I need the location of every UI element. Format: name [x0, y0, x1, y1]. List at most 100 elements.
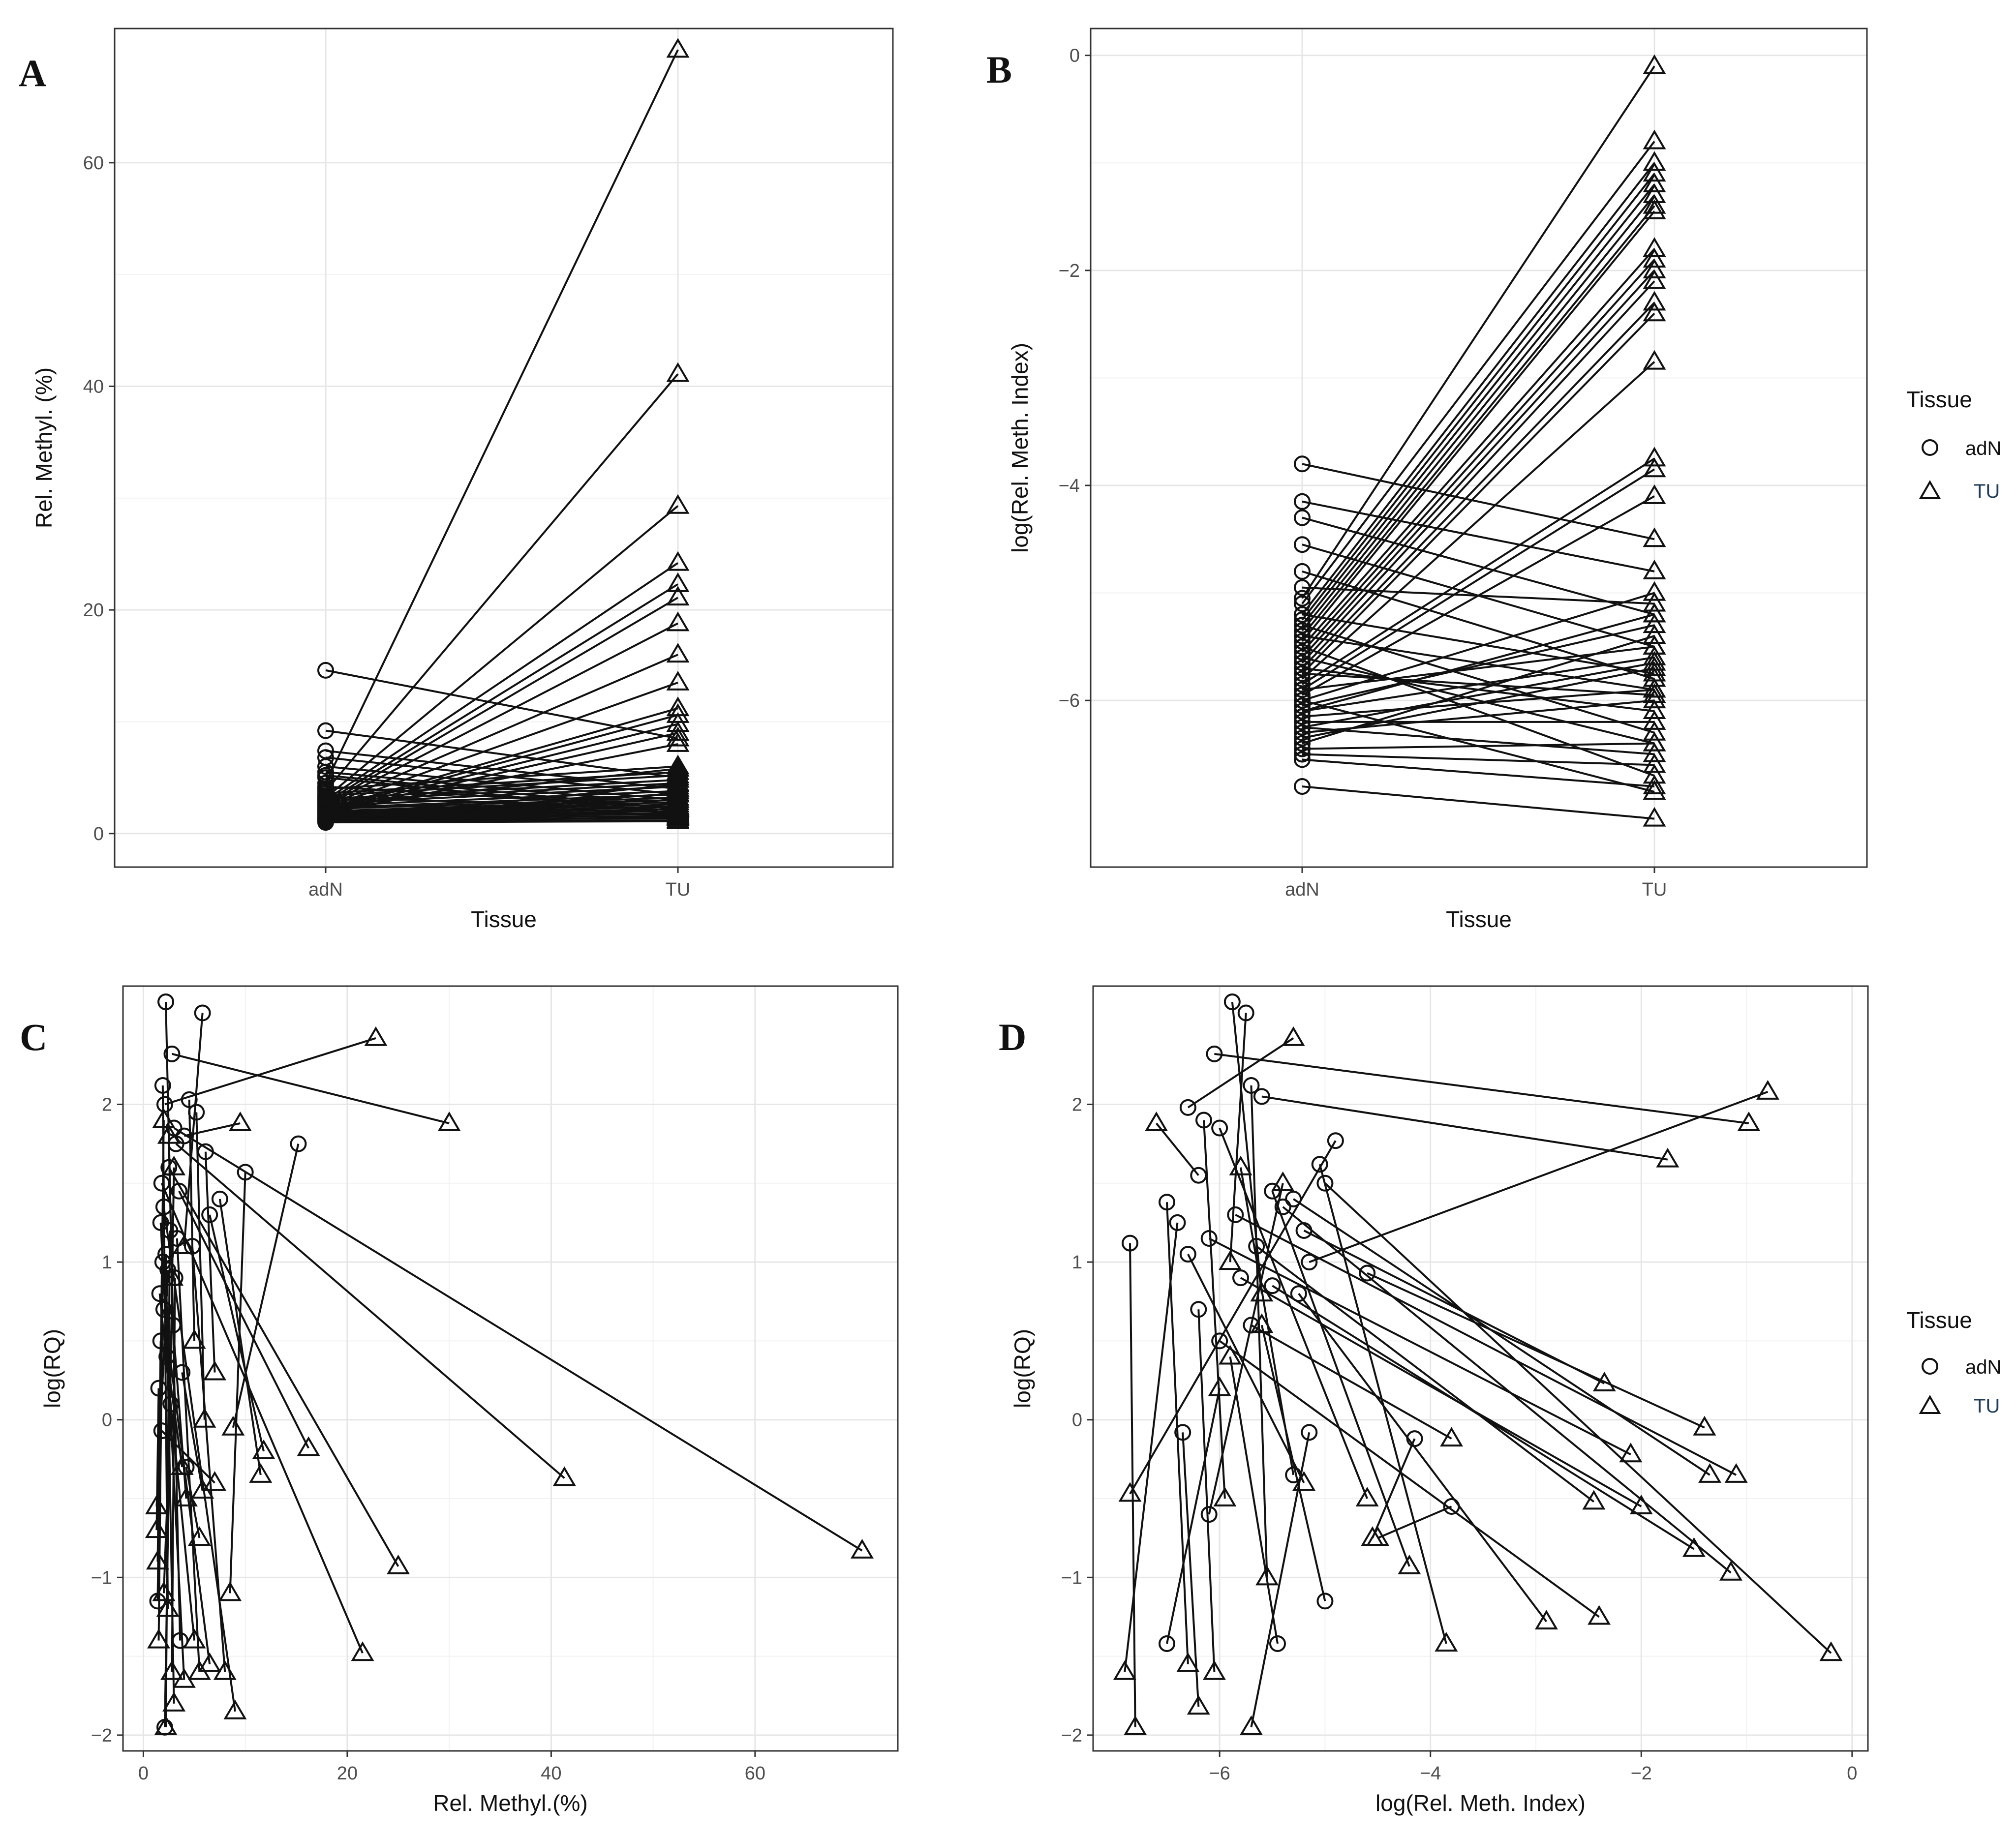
tu-point: [387, 1554, 410, 1574]
tu-point: [1643, 710, 1666, 730]
paired-line: [325, 654, 678, 808]
adn-point: [153, 1174, 170, 1192]
adn-point: [1294, 708, 1311, 725]
paired-line: [325, 682, 678, 809]
paired-line: [1377, 1505, 1452, 1539]
adn-point: [150, 1380, 167, 1397]
adn-point: [1179, 1246, 1196, 1263]
adn-point: [1294, 676, 1311, 693]
tu-point: [1643, 447, 1666, 467]
paired-line: [1301, 361, 1655, 680]
adn-point: [317, 662, 334, 679]
tu-point: [666, 586, 690, 606]
tu-point: [193, 1408, 216, 1428]
tu-point: [1643, 602, 1666, 623]
paired-line: [325, 765, 678, 790]
adn-point: [317, 812, 334, 829]
tu-point: [162, 1155, 186, 1175]
adn-point: [151, 1285, 168, 1302]
paired-line: [1309, 1090, 1769, 1263]
tu-point: [666, 796, 690, 816]
adn-point: [1443, 1498, 1460, 1515]
adn-point: [1294, 729, 1311, 747]
adn-point: [194, 1004, 211, 1022]
adn-point: [157, 993, 175, 1011]
panel-D: D −2 −1 0 1 2 −6 −4 −2 0 log(Rel. Meth. Index) log…: [999, 985, 1869, 1816]
adn-point: [1190, 1301, 1207, 1318]
legend-label-tu: TU: [1974, 1395, 2000, 1417]
adn-point: [1301, 1424, 1318, 1441]
tu-point: [1643, 683, 1666, 703]
adn-point: [166, 1269, 183, 1287]
tu-point: [666, 760, 690, 780]
adn-point: [1159, 1194, 1175, 1211]
adn-point: [163, 1045, 181, 1062]
tu-point: [666, 772, 690, 792]
y-axis-title: log(Rel. Meth. Index): [1007, 343, 1033, 553]
plot-frame: [1092, 985, 1869, 1752]
paired-line: [1302, 672, 1655, 696]
legend-triangle-icon: [1919, 480, 1941, 499]
tu-point: [1643, 662, 1666, 682]
paired-line: [1203, 1120, 1226, 1499]
tu-point: [145, 1518, 168, 1538]
paired-line: [1208, 1237, 1631, 1456]
tu-point: [1737, 1111, 1761, 1131]
adn-point: [211, 1190, 228, 1207]
tu-point: [666, 611, 690, 632]
adn-point: [317, 778, 334, 795]
adn-point: [1223, 993, 1241, 1011]
adn-point: [290, 1135, 307, 1152]
adn-point: [178, 1458, 195, 1475]
tu-point: [162, 1691, 186, 1712]
tu-point: [1124, 1715, 1147, 1735]
paired-line: [176, 1238, 201, 1672]
paired-line: [1302, 785, 1655, 820]
panel-b-letter: B: [986, 48, 1012, 91]
adn-point: [1294, 713, 1311, 730]
adn-point: [1294, 611, 1311, 629]
y-tick-label: −1: [91, 1567, 112, 1588]
paired-line: [1302, 667, 1655, 713]
adn-point: [183, 1238, 201, 1255]
paired-line: [325, 767, 678, 808]
tu-point: [1643, 656, 1666, 676]
plot-frame: [114, 28, 894, 868]
adn-point: [164, 1317, 182, 1334]
tu-point: [666, 38, 690, 58]
paired-line: [325, 795, 678, 812]
paired-line: [325, 622, 678, 807]
paired-line: [1229, 1013, 1247, 1263]
tu-point: [351, 1641, 374, 1661]
tu-point: [249, 1463, 273, 1483]
x-tick-label: TU: [666, 879, 691, 900]
paired-line: [325, 562, 679, 801]
x-tick-label: 0: [138, 1763, 149, 1784]
paired-line: [1182, 1432, 1200, 1707]
adn-point: [1294, 590, 1311, 607]
tu-point: [1255, 1565, 1279, 1586]
adn-point: [317, 798, 334, 815]
tu-point: [1435, 1632, 1458, 1652]
adn-point: [162, 1395, 180, 1413]
tu-point: [666, 362, 690, 382]
paired-line: [1301, 173, 1655, 621]
tu-point: [552, 1466, 576, 1486]
paired-line: [1302, 699, 1655, 793]
tu-point: [1643, 258, 1666, 278]
tu-point: [1756, 1080, 1779, 1100]
tu-point: [183, 1329, 206, 1349]
x-axis-title: Tissue: [471, 906, 537, 932]
paired-line: [325, 803, 678, 813]
adn-point: [158, 1348, 176, 1365]
tu-point: [1643, 753, 1666, 773]
tu-point: [666, 803, 690, 823]
tu-point: [203, 1360, 227, 1381]
paired-line: [1302, 613, 1655, 675]
adn-point: [1294, 579, 1311, 596]
tu-point: [1643, 457, 1666, 478]
tu-point: [174, 1487, 198, 1507]
tu-point: [160, 1660, 183, 1680]
tu-point: [152, 1581, 176, 1601]
